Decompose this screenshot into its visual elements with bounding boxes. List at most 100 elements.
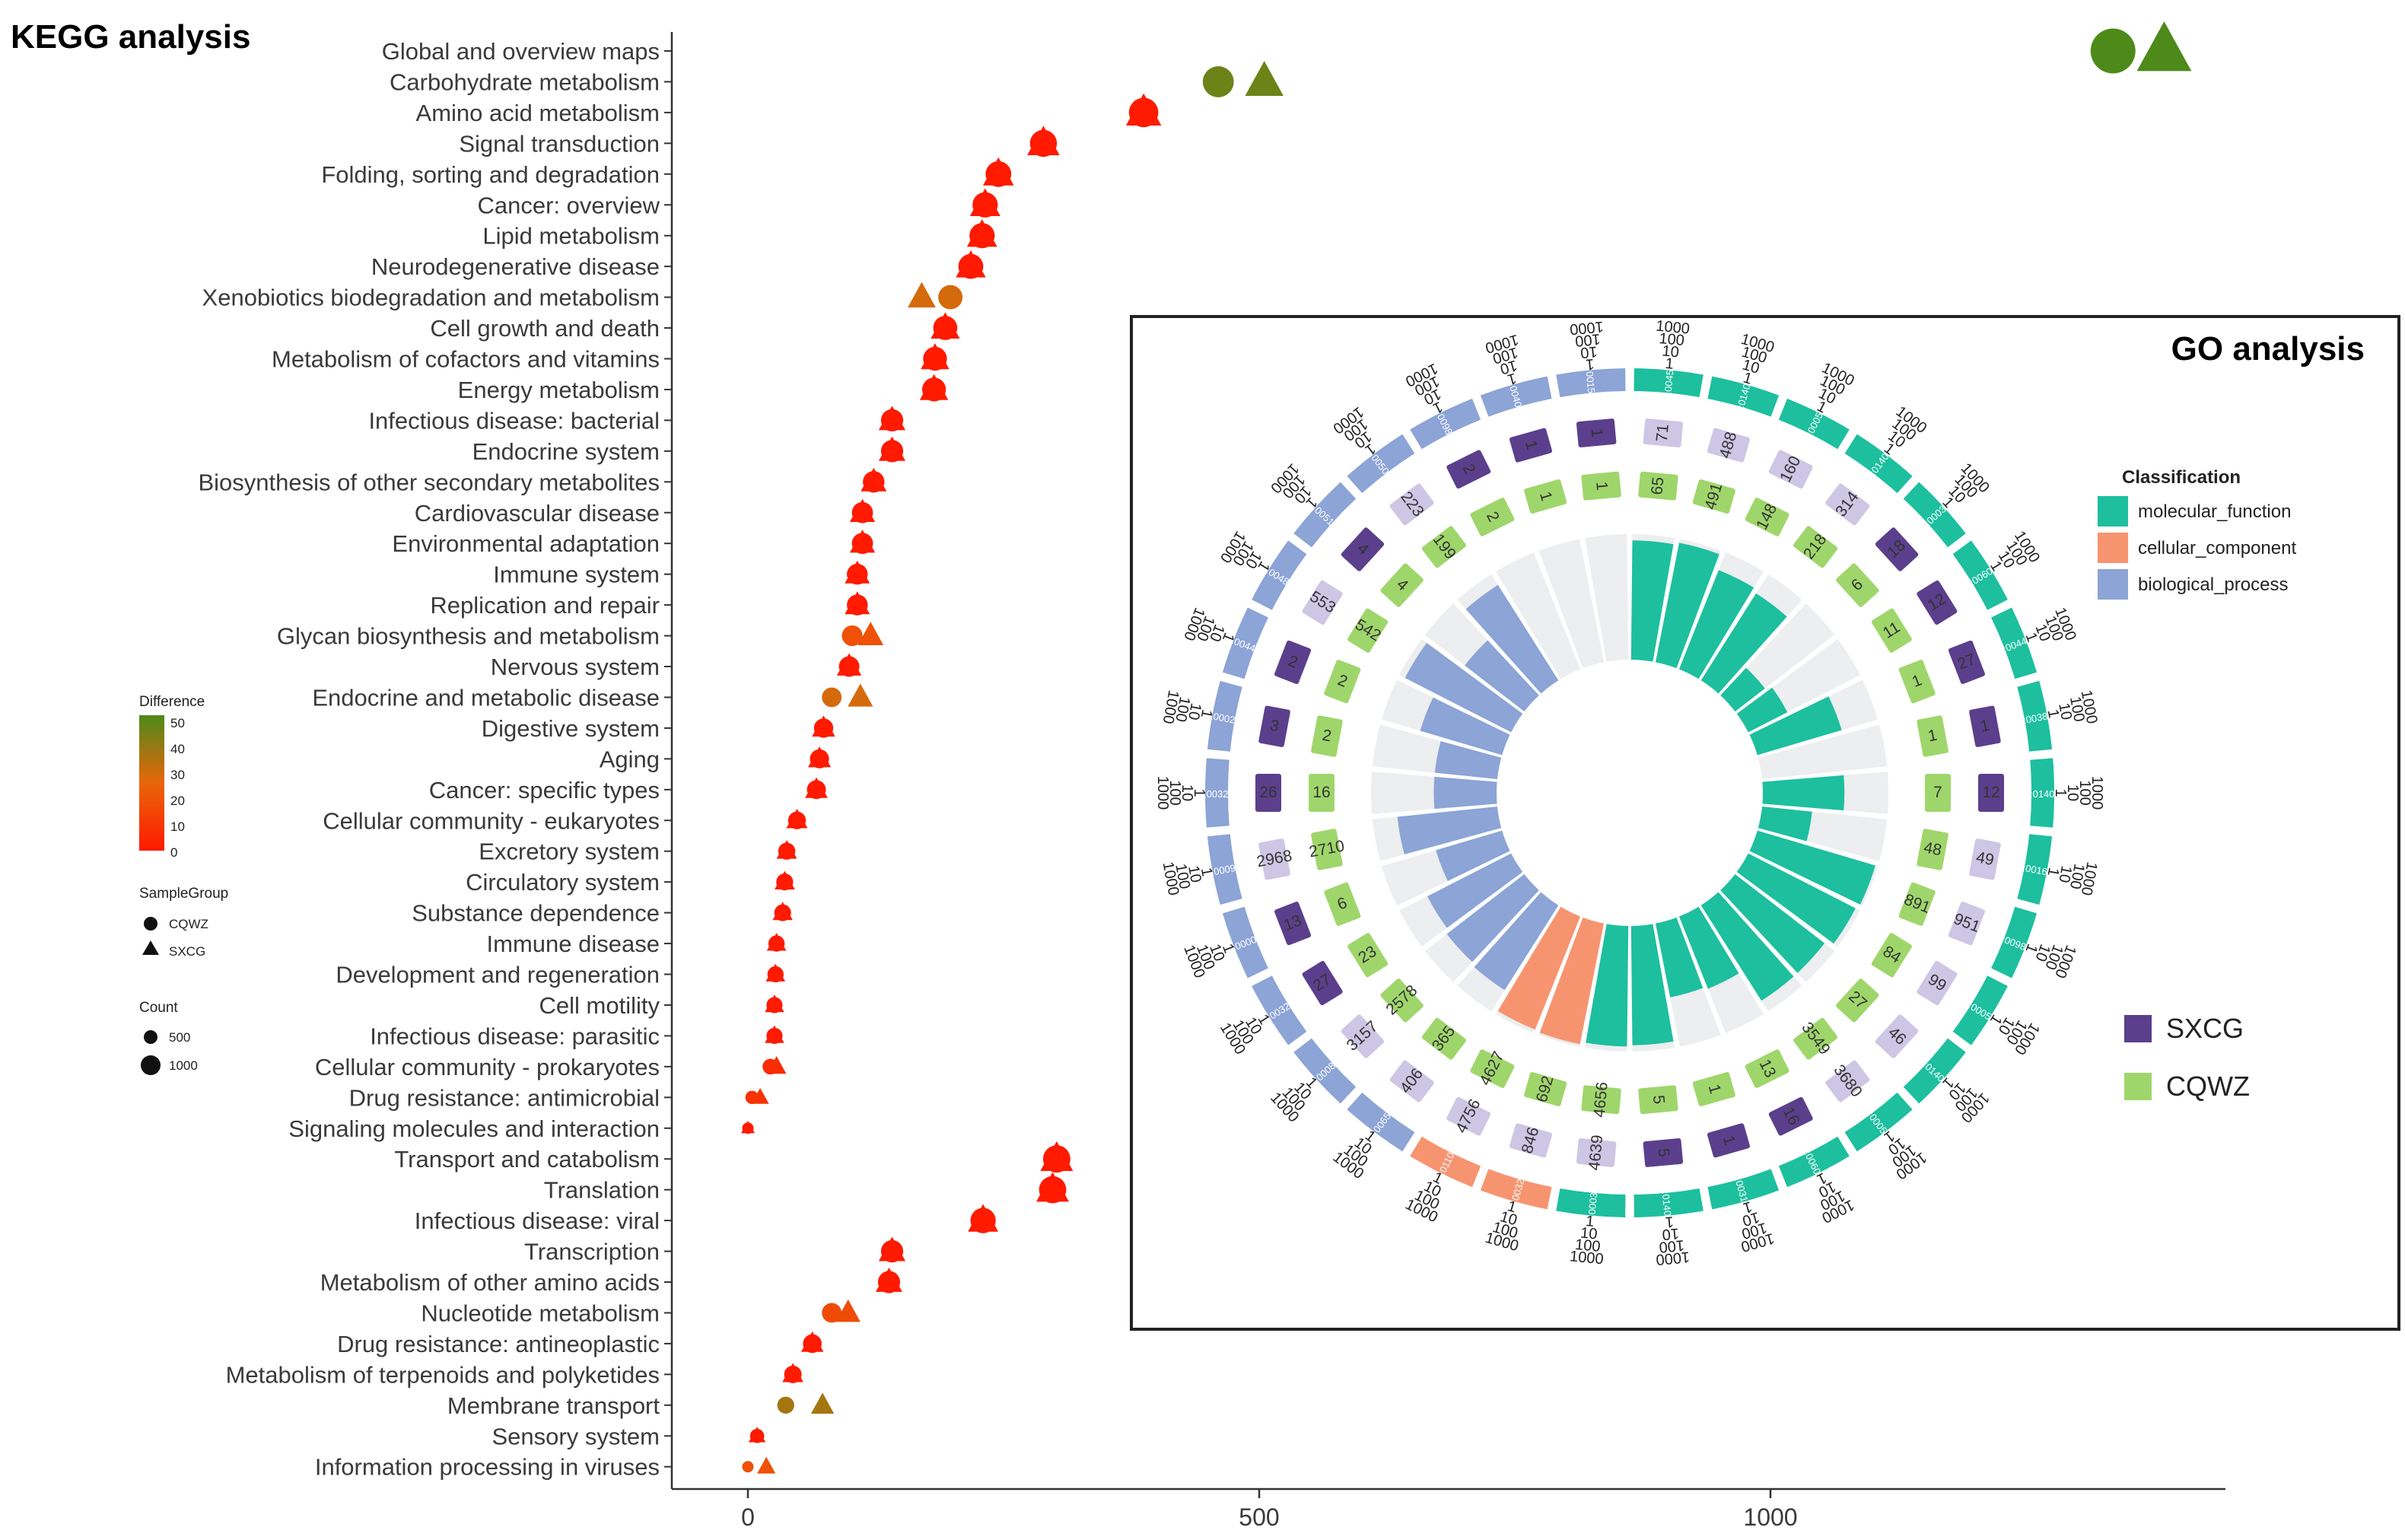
go-bar [1762,775,1845,811]
point-sxcg [1040,1141,1074,1172]
count-legend-title: Count [139,1000,178,1016]
go-cqwz-box [1581,1085,1621,1115]
point-sxcg [765,994,784,1013]
go-term-band [1410,398,1481,450]
go-term-band [1222,906,1268,978]
go-ring-tick: 10 [2055,702,2075,721]
go-term-id: GO:0045182 [1661,353,1678,411]
go-cqwz-box [1745,498,1789,536]
go-sxcg-value: 5 [1654,1147,1672,1158]
go-cqwz-box [1836,563,1879,607]
go-ring-tick: 100 [1574,1236,1601,1255]
go-cqwz-value: 16 [1312,784,1330,801]
point-sxcg [921,343,950,370]
classification-label: biological_process [2138,574,2288,595]
point-sxcg [808,746,832,768]
category-label: Circulatory system [466,869,660,896]
go-ring-tick: 10 [1579,343,1598,361]
go-term-id: GO:0032502 [1188,788,1245,800]
go-ring-tick: 1 [2044,867,2063,878]
go-sxcg-value: 4639 [1586,1134,1606,1172]
go-ring-tick: 1 [1191,788,1207,797]
point-sxcg [741,1120,755,1134]
go-legends: Classification molecular_function cellular… [2098,467,2296,1102]
category-label: Cardiovascular disease [415,500,660,527]
category-label: Nucleotide metabolism [421,1300,660,1326]
point-cqwz [2090,28,2136,74]
go-term-band [1634,1188,1704,1217]
go-cqwz-box [1524,1072,1567,1107]
go-sxcg-box [1707,428,1750,463]
point-cqwz [822,1303,842,1323]
go-term-band [1844,434,1913,494]
point-sxcg [751,1087,769,1104]
point-sxcg [1027,126,1060,155]
point-cqwz [841,625,863,647]
go-bar-background [1585,534,1629,662]
go-ring-tick: 10 [2064,784,2081,801]
go-sxcg-box [1948,902,1985,946]
go-bar [1749,830,1875,905]
point-sxcg [812,715,835,737]
go-term-band [1903,1038,1966,1104]
category-label: Amino acid metabolism [416,100,660,126]
point-sxcg [848,683,873,707]
point-sxcg [908,282,936,308]
go-ring-tick: 100 [2076,780,2093,805]
go-cqwz-box [1871,608,1912,653]
go-term-band [1293,1038,1357,1104]
go-term-band [1952,975,2008,1045]
go-cqwz-value: 48 [1923,838,1943,859]
go-ring-tick: 1 [1198,867,1216,878]
go-ring-tick: 1000 [1569,1248,1604,1268]
classification-label: molecular_function [2138,501,2291,522]
category-label: Environmental adaptation [392,530,660,557]
go-term-band [1556,1188,1626,1217]
category-label: Digestive system [482,715,660,742]
x-tick-label: 0 [741,1503,755,1531]
point-sxcg [878,436,906,461]
go-term-band [1222,607,1268,679]
category-label: Transcription [524,1239,660,1265]
go-cqwz-box [1692,479,1735,514]
category-label: Lipid metabolism [482,223,660,250]
go-sxcg-box [1274,640,1312,684]
go-center-hole [1498,661,1761,924]
category-label: Glycan biosynthesis and metabolism [277,623,660,650]
point-sxcg [748,1427,766,1443]
go-cqwz-box [1470,1049,1515,1088]
category-label: Transport and catabolism [394,1146,660,1172]
category-label: Nervous system [491,654,660,680]
go-ring-tick: 10 [1185,702,1204,721]
x-tick-label: 500 [1239,1503,1279,1531]
go-cqwz-value: 5 [1649,1094,1668,1105]
go-term-band [1410,1136,1481,1188]
go-term-id: GO:0140104 [2015,788,2071,800]
point-sxcg [845,591,870,615]
category-label: Membrane transport [447,1392,660,1419]
go-bar [1655,917,1704,998]
difference-tick-label: 50 [170,716,185,730]
go-sxcg-box [1446,450,1491,489]
go-term-band [1991,607,2038,679]
point-sxcg [1125,93,1162,126]
category-label: Cancer: overview [478,192,660,218]
category-label: Cell motility [539,992,660,1019]
samplegroup-cqwz-symbol [144,917,157,931]
go-term-band [1293,482,1357,548]
point-sxcg [810,1392,835,1414]
go-term-band [1844,1092,1913,1152]
point-sxcg [982,157,1014,186]
go-cqwz-value: 4656 [1591,1081,1611,1118]
point-sxcg [776,840,797,859]
samplegroup-legend-title: SampleGroup [139,886,228,902]
go-sxcg-box [1948,640,1985,684]
classification-swatch [2098,569,2128,600]
go-bar [1758,806,1812,842]
go-bar [1720,667,1765,712]
go-sxcg-box [1389,483,1434,526]
go-ring-tick: 10 [1662,1225,1680,1243]
group-swatch [2124,1015,2152,1042]
go-sxcg-box [1446,1096,1491,1136]
category-label: Infectious disease: viral [415,1208,660,1234]
